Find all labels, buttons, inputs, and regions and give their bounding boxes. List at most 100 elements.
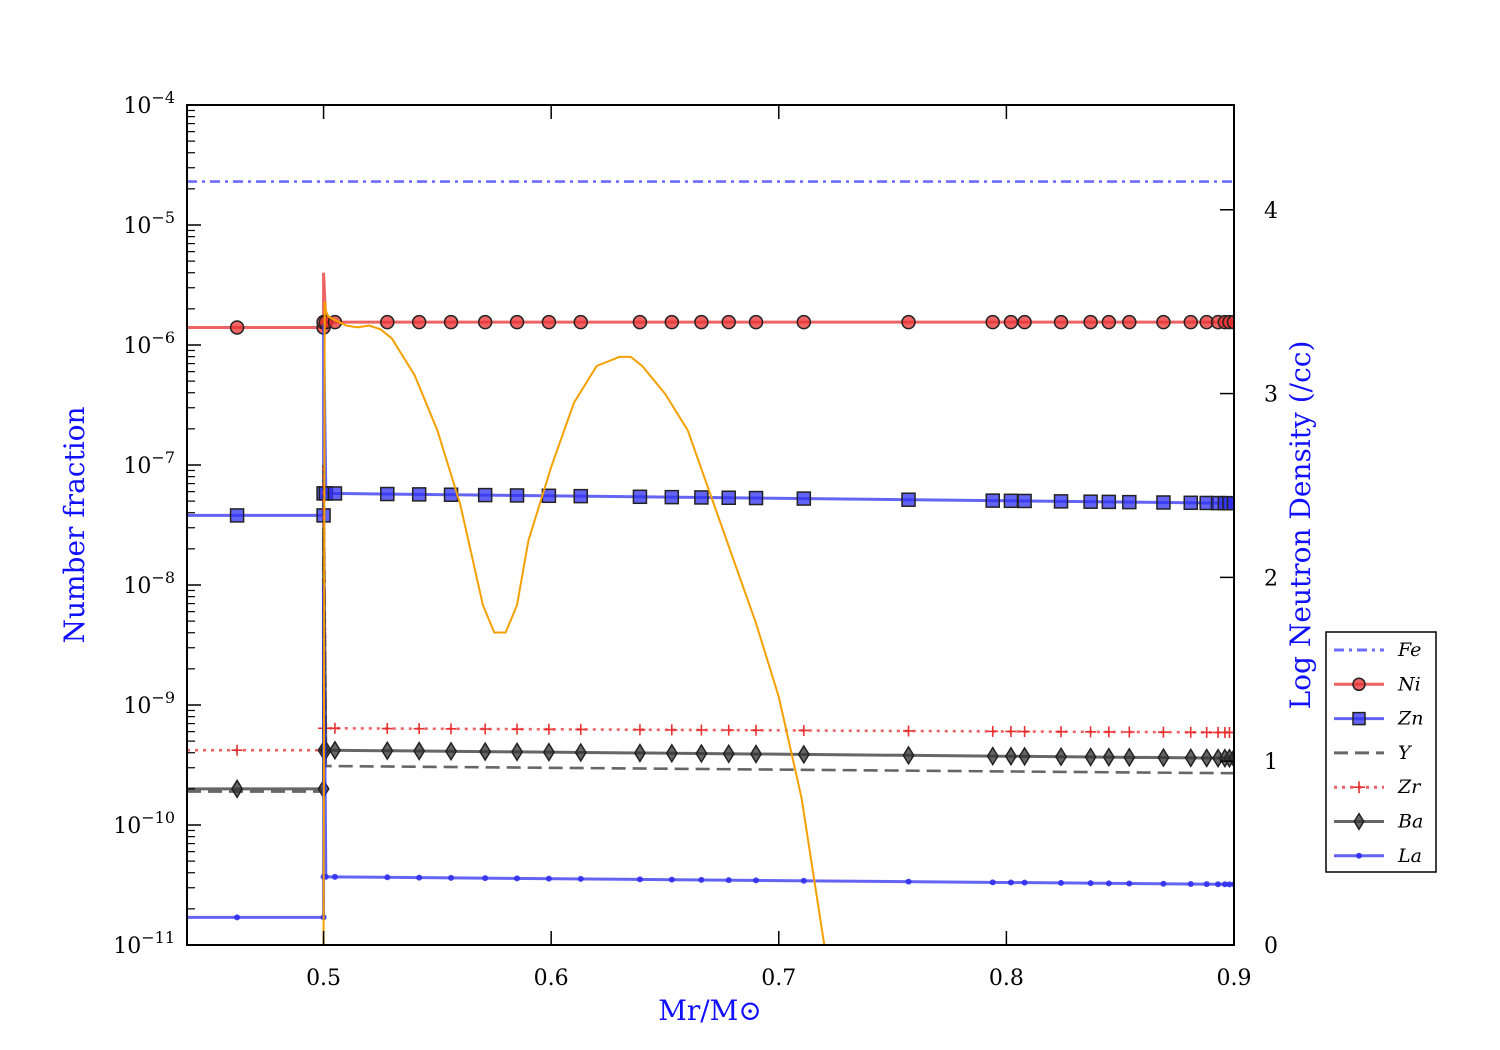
data-marker [1007,879,1014,886]
x-tick-label: 0.9 [1217,966,1252,991]
data-marker [1201,726,1213,738]
y-right-tick-label: 2 [1264,566,1278,591]
series-line-zr [187,464,1234,752]
data-marker [416,874,423,881]
data-marker [695,743,708,764]
data-marker [509,488,525,503]
legend-label-ni: Ni [1397,673,1421,695]
data-marker [1103,726,1115,738]
data-marker [636,876,643,883]
data-marker [1187,881,1194,888]
data-marker [380,486,395,502]
y-left-tick-label: 10−7 [123,448,175,479]
data-marker [749,744,763,764]
data-marker [381,740,394,761]
series-zn [187,323,1234,523]
data-marker [1019,726,1031,738]
legend-label-ba: Ba [1397,811,1423,833]
series-y [187,464,1234,793]
y-left-tick-label: 10−11 [113,928,175,959]
data-marker [668,876,675,883]
data-marker [542,742,555,763]
y-right-tick-label: 0 [1264,934,1278,959]
y-right-tick-label: 1 [1264,750,1278,775]
data-marker [444,741,458,762]
data-marker [695,724,707,736]
legend-label-fe: Fe [1397,639,1421,661]
data-marker [381,723,393,735]
legend-label-zn: Zn [1397,708,1423,730]
y-right-tick-label: 3 [1264,383,1278,408]
data-marker [800,877,807,884]
data-marker [1183,495,1199,511]
series-line-zn [187,323,1234,517]
x-tick-label: 0.7 [761,966,796,991]
data-marker [1126,880,1133,887]
y-axis-label-right: Log Neutron Density (/cc) [1284,341,1317,710]
data-marker [723,724,735,736]
data-marker [985,493,1000,508]
data-marker [545,875,552,882]
data-marker [901,314,916,330]
data-marker [329,722,341,734]
data-marker [328,740,342,761]
data-marker [477,314,493,330]
y-left-tick-label: 10−5 [123,208,175,239]
data-marker [229,508,245,523]
data-marker [1228,726,1234,738]
data-marker [1157,747,1170,768]
data-marker [573,314,589,330]
data-marker [796,491,812,506]
data-marker [664,314,680,330]
data-marker [479,741,492,762]
x-axis-label: Mr/M⊙ [658,994,762,1027]
y-left-tick-label: 10−10 [113,808,175,839]
data-marker [985,314,1000,330]
x-tick-label: 0.6 [534,966,569,991]
data-marker [903,725,915,737]
data-marker [989,879,996,886]
data-marker [694,314,709,330]
y-axis-label-left: Number fraction [58,406,91,643]
series-zr [187,464,1234,756]
legend-marker [1353,781,1365,794]
data-marker [509,314,525,330]
data-marker [229,320,245,335]
data-marker [411,487,427,502]
data-marker [666,724,678,736]
data-marker [541,314,557,330]
data-marker [721,490,736,505]
data-marker [514,875,521,882]
data-marker [905,878,912,885]
x-tick-label: 0.8 [989,966,1024,991]
data-marker [234,914,241,921]
x-tick-label: 0.5 [306,966,341,991]
data-marker [632,489,648,505]
y-left-tick-label: 10−4 [123,88,175,119]
data-marker [698,876,705,883]
data-marker [1053,494,1069,509]
data-marker [1085,726,1097,738]
data-marker [384,874,391,881]
data-marker [411,314,427,330]
legend-marker [1352,677,1366,692]
data-marker [1227,748,1234,769]
plot-frame [186,104,1235,946]
data-marker [573,488,589,504]
data-marker [1055,726,1067,738]
data-marker [477,487,493,503]
data-marker [694,490,709,505]
data-marker [510,742,524,762]
series-line-ba [187,527,1234,791]
data-marker [1160,880,1167,887]
data-marker [664,489,680,505]
y-left-tick-label: 10−9 [123,688,175,719]
data-marker [1017,314,1032,330]
data-marker [1003,314,1019,330]
data-marker [1101,314,1117,330]
data-marker [1184,747,1197,768]
data-marker [725,877,732,884]
data-marker [1105,880,1112,887]
data-marker [1054,746,1068,767]
data-marker [1226,496,1234,511]
